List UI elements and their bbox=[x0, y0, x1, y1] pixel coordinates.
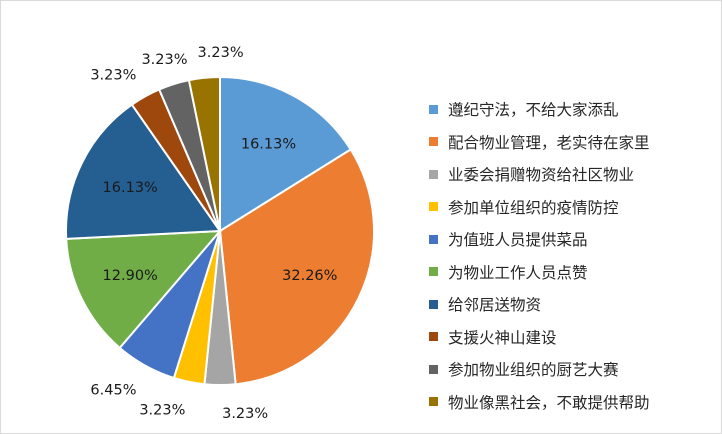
legend-item: 遵纪守法，不给大家添乱 bbox=[429, 93, 650, 126]
data-label-9: 3.23% bbox=[141, 52, 187, 68]
legend-item: 参加单位组织的疫情防控 bbox=[429, 191, 650, 224]
data-label-4: 3.23% bbox=[139, 403, 185, 419]
legend-item: 为值班人员提供菜品 bbox=[429, 223, 650, 256]
data-label-3: 3.23% bbox=[222, 406, 268, 422]
legend-item: 配合物业管理，老实待在家里 bbox=[429, 126, 650, 159]
legend-item: 参加物业组织的厨艺大赛 bbox=[429, 353, 650, 386]
legend-label: 给邻居送物资 bbox=[448, 296, 542, 315]
legend-item: 支援火神山建设 bbox=[429, 321, 650, 354]
legend-label: 为物业工作人员点赞 bbox=[448, 263, 588, 282]
legend-label: 参加单位组织的疫情防控 bbox=[448, 198, 619, 217]
legend-swatch bbox=[429, 364, 438, 374]
legend-swatch bbox=[429, 202, 438, 212]
legend-item: 给邻居送物资 bbox=[429, 288, 650, 321]
legend-label: 参加物业组织的厨艺大赛 bbox=[448, 361, 619, 380]
legend-label: 物业像黑社会，不敢提供帮助 bbox=[448, 393, 650, 412]
legend-label: 业委会捐赠物资给社区物业 bbox=[448, 166, 635, 185]
pie-slice-7 bbox=[65, 103, 222, 240]
legend-item: 业委会捐赠物资给社区物业 bbox=[429, 158, 650, 191]
legend-swatch bbox=[429, 397, 438, 407]
legend-label: 为值班人员提供菜品 bbox=[448, 231, 588, 250]
legend: 遵纪守法，不给大家添乱配合物业管理，老实待在家里 业委会捐赠物资给社区物业 参加单位… bbox=[429, 93, 650, 418]
legend-swatch bbox=[429, 332, 438, 342]
data-label-10: 3.23% bbox=[198, 45, 244, 61]
legend-swatch bbox=[429, 137, 438, 147]
data-label-6: 12.90% bbox=[103, 268, 158, 284]
data-label-2: 32.26% bbox=[282, 268, 337, 284]
legend-swatch bbox=[429, 267, 438, 277]
pie-slice-2 bbox=[218, 148, 375, 386]
legend-swatch bbox=[429, 169, 438, 179]
legend-swatch bbox=[429, 299, 438, 309]
pie-slice-6 bbox=[65, 229, 223, 350]
pie-slice-10 bbox=[187, 75, 221, 232]
pie-slice-1 bbox=[219, 75, 353, 233]
legend-swatch bbox=[429, 104, 438, 114]
legend-item: 物业像黑社会，不敢提供帮助 bbox=[429, 386, 650, 419]
legend-item: 为物业工作人员点赞 bbox=[429, 256, 650, 289]
data-label-1: 16.13% bbox=[241, 137, 296, 153]
data-label-7: 16.13% bbox=[103, 180, 158, 196]
legend-swatch bbox=[429, 234, 438, 244]
data-label-5: 6.45% bbox=[90, 382, 136, 398]
legend-label: 支援火神山建设 bbox=[448, 328, 557, 347]
data-label-8: 3.23% bbox=[90, 68, 136, 84]
legend-label: 遵纪守法，不给大家添乱 bbox=[448, 101, 619, 120]
legend-label: 配合物业管理，老实待在家里 bbox=[448, 133, 650, 152]
